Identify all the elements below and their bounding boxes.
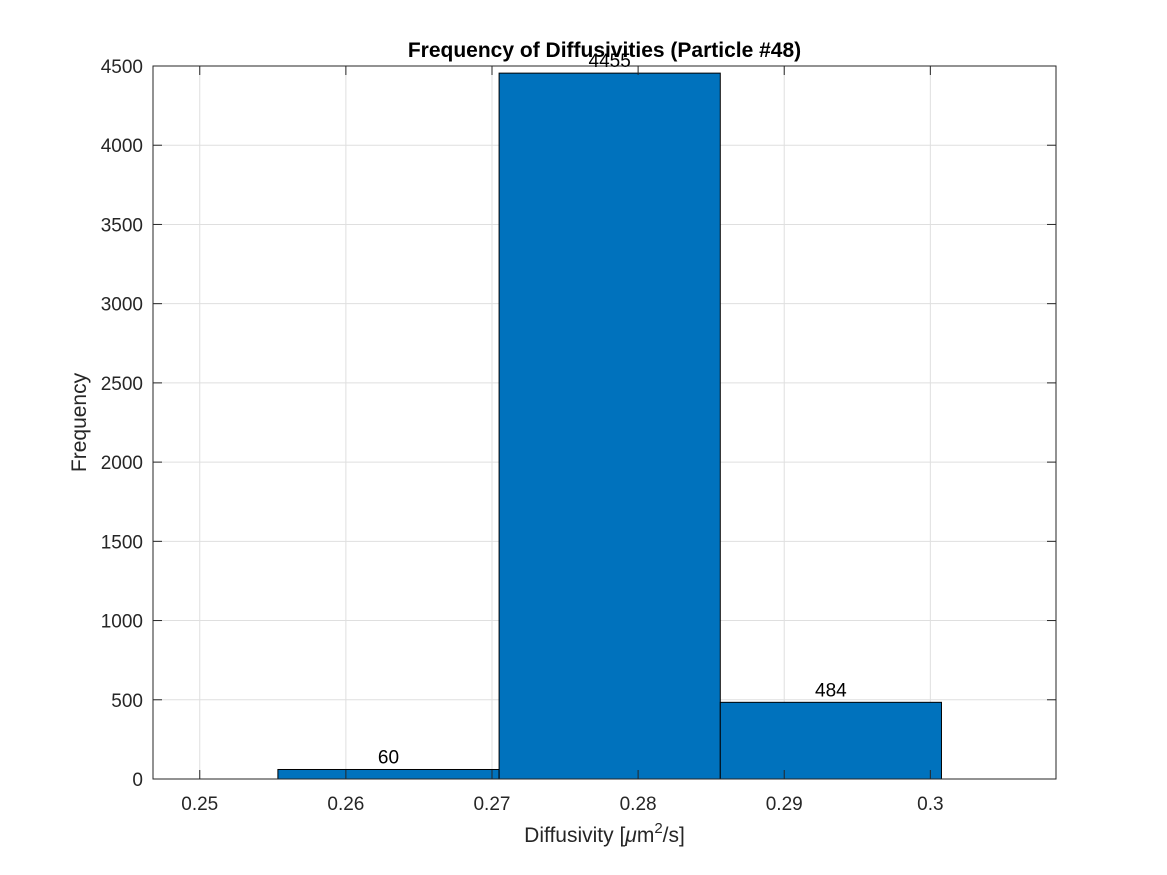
x-axis-label: Diffusivity [μm2/s] xyxy=(524,820,685,847)
tick-marks xyxy=(153,65,1056,780)
y-tick-label: 3500 xyxy=(101,215,143,236)
axes-box xyxy=(152,65,1057,780)
x-tick-labels: 0.25 0.26 0.27 0.28 0.29 0.3 xyxy=(181,794,943,815)
y-tick-label: 1500 xyxy=(101,532,143,553)
x-axis-label-mu: μ xyxy=(624,824,637,847)
y-tick-label: 1000 xyxy=(101,612,143,633)
histogram-bar xyxy=(719,701,942,780)
y-tick-label: 0 xyxy=(132,770,143,791)
y-tick-label: 3000 xyxy=(101,295,143,316)
x-axis-label-suffix: /s] xyxy=(663,824,685,847)
y-tick-label: 4500 xyxy=(101,57,143,78)
x-tick-label: 0.26 xyxy=(327,794,364,815)
y-tick-label: 2000 xyxy=(101,453,143,474)
bar-data-label: 484 xyxy=(815,680,847,701)
x-tick-label: 0.29 xyxy=(766,794,803,815)
chart-title: Frequency of Diffusivities (Particle #48… xyxy=(408,39,801,62)
y-tick-label: 4000 xyxy=(101,136,143,157)
plot-area: 0.25 0.26 0.27 0.28 0.29 0.3 0 500 1000 1500 2000… xyxy=(101,51,1057,815)
histogram-bar xyxy=(277,768,500,780)
x-tick-label: 0.27 xyxy=(473,794,510,815)
y-axis-label: Frequency xyxy=(68,372,91,472)
bar-data-label: 60 xyxy=(378,747,399,768)
y-tick-label: 500 xyxy=(111,691,143,712)
y-tick-label: 2500 xyxy=(101,374,143,395)
bars xyxy=(277,72,942,780)
histogram-bar xyxy=(498,72,721,780)
x-axis-label-superscript: 2 xyxy=(654,820,662,837)
x-axis-label-prefix: Diffusivity [ xyxy=(524,824,625,847)
data-labels: 60 4455 484 xyxy=(378,51,847,768)
y-tick-labels: 0 500 1000 1500 2000 2500 3000 3500 4000 4500 xyxy=(101,57,143,791)
x-tick-label: 0.3 xyxy=(917,794,943,815)
x-tick-label: 0.25 xyxy=(181,794,218,815)
x-axis-label-unit: m xyxy=(637,824,655,847)
x-tick-label: 0.28 xyxy=(620,794,657,815)
bar-data-label: 4455 xyxy=(589,51,631,72)
